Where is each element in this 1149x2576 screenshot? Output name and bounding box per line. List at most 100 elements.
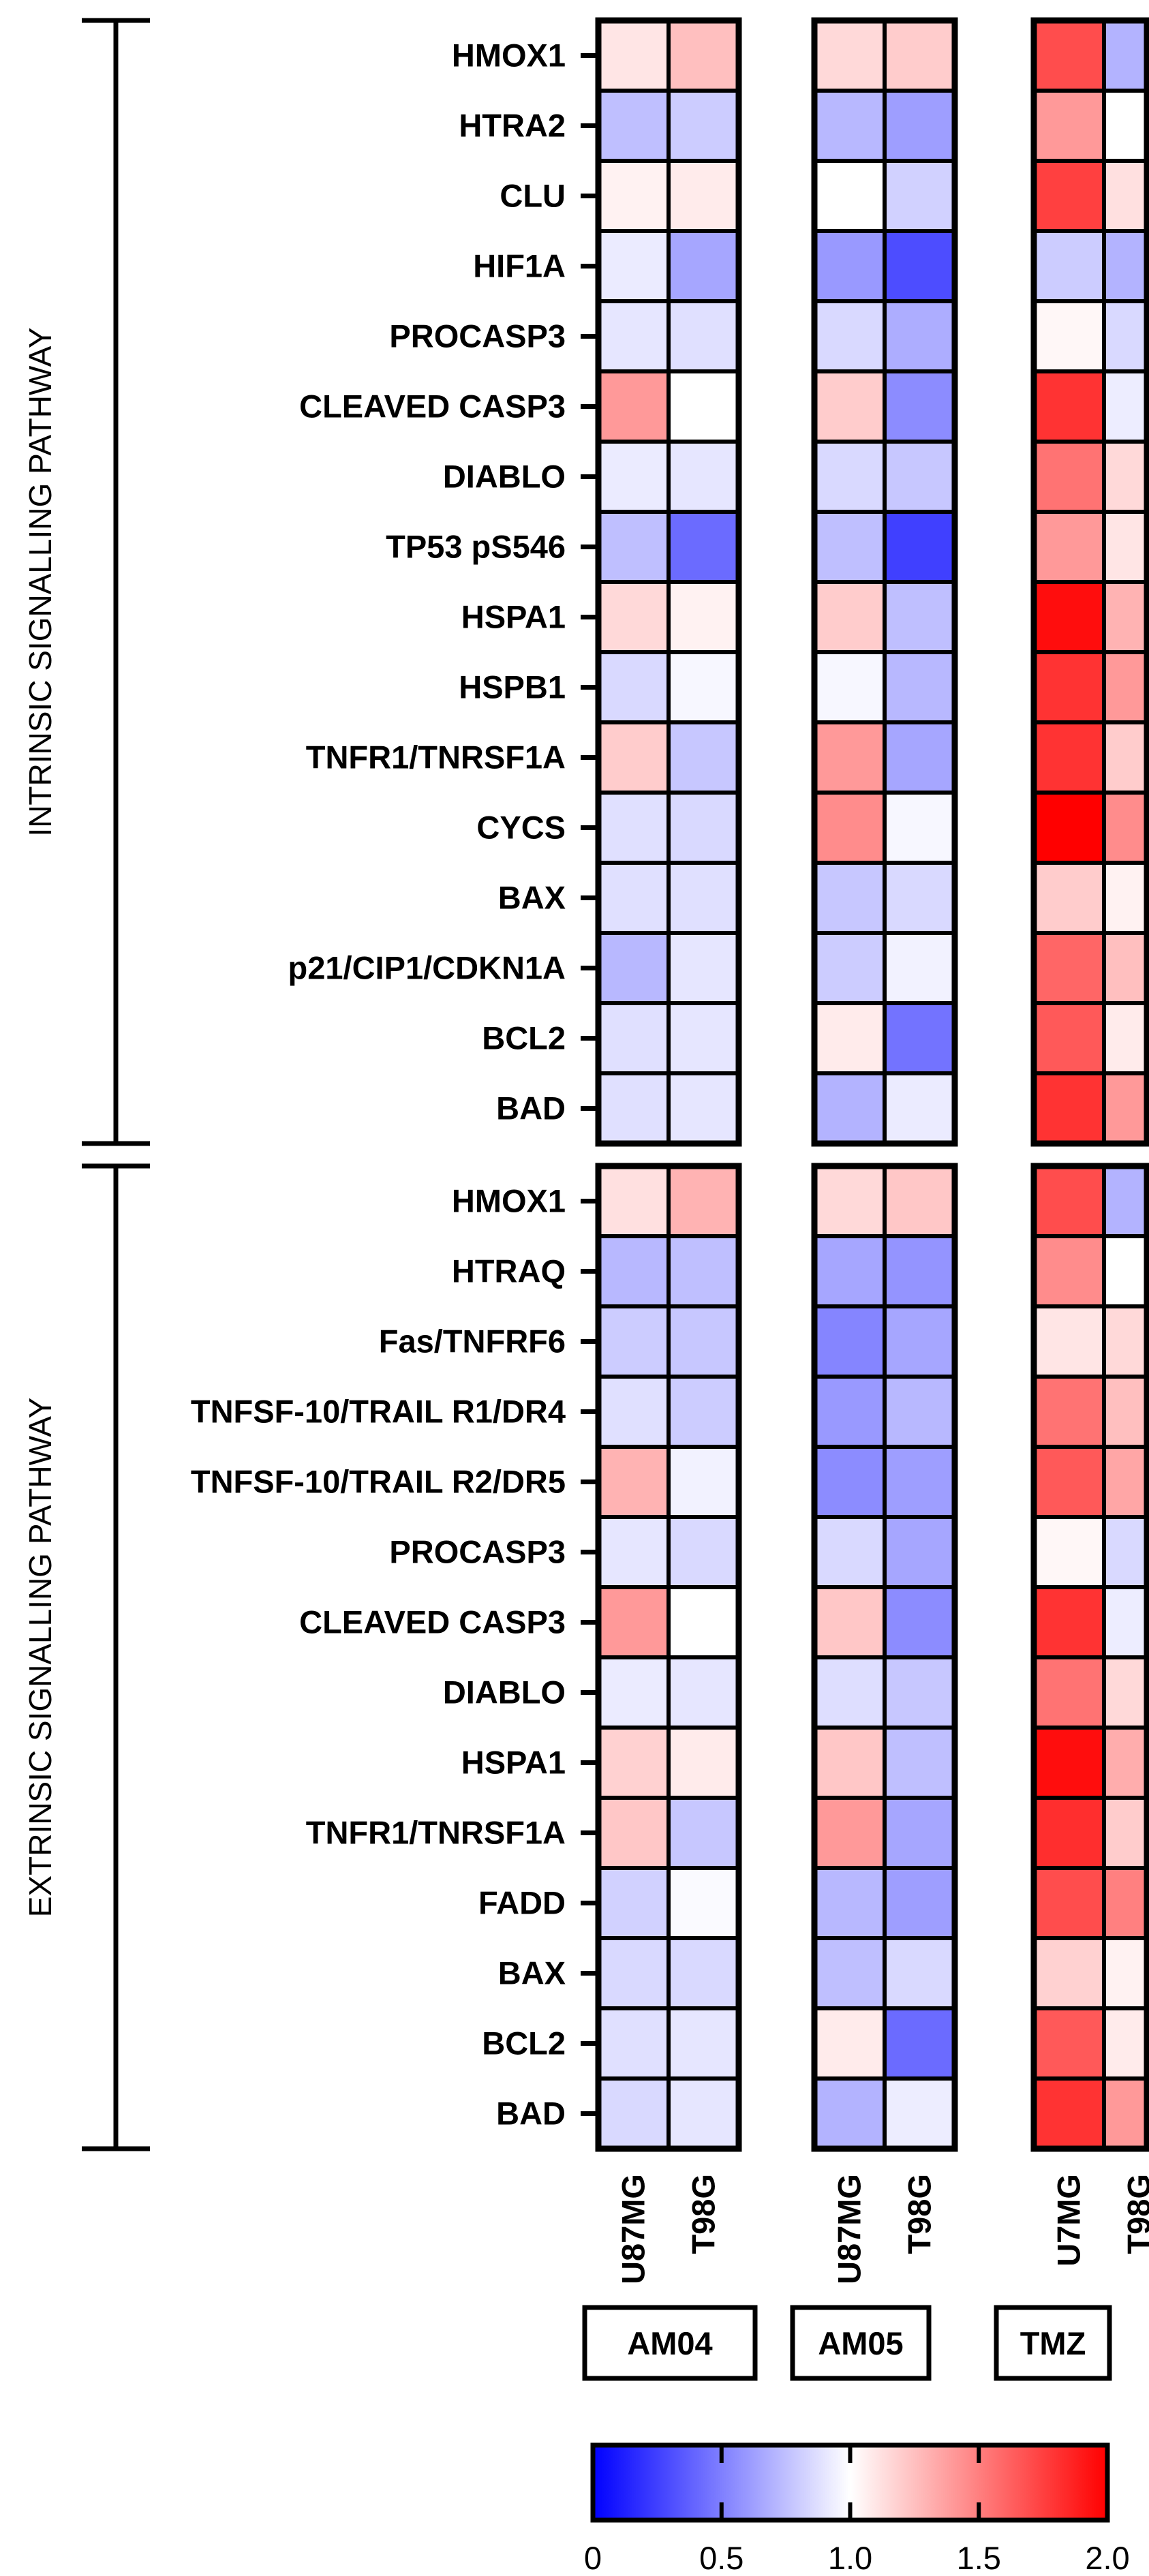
heatmap-cell (883, 18, 957, 93)
heatmap-cell (667, 931, 741, 1005)
heatmap-cell (667, 720, 741, 795)
heatmap-cell (1032, 1234, 1106, 1308)
heatmap-cell (1102, 2076, 1149, 2151)
column-label: U7MG (1051, 2174, 1087, 2267)
heatmap-cell (812, 1726, 887, 1800)
group-frame (811, 17, 958, 1147)
heatmap-cell (596, 791, 671, 865)
group-frame (1030, 1163, 1149, 2152)
heatmap-cell (596, 861, 671, 935)
heatmap-cell (1032, 580, 1106, 654)
heatmap-cell (1102, 1726, 1149, 1800)
heatmap-cell (667, 1304, 741, 1379)
heatmap-cell (812, 1796, 887, 1870)
heatmap-cell (1032, 1304, 1106, 1379)
heatmap-cell (883, 1726, 957, 1800)
heatmap-cell (1102, 369, 1149, 444)
heatmap-cell (1102, 1164, 1149, 1238)
heatmap-cell (883, 440, 957, 514)
row-label: TNFSF-10/TRAIL R1/DR4 (191, 1394, 566, 1430)
heatmap-cell (1102, 18, 1149, 93)
heatmap-cell (667, 580, 741, 654)
heatmap-cell (812, 1071, 887, 1146)
row-label: BAD (496, 1090, 566, 1126)
heatmap-cell (812, 89, 887, 163)
heatmap-cell (883, 861, 957, 935)
heatmap-cell (883, 720, 957, 795)
row-label: CLEAVED CASP3 (299, 388, 566, 425)
heatmap-cell (1032, 1726, 1106, 1800)
heatmap-cell (812, 1515, 887, 1589)
heatmap-cell (1102, 1001, 1149, 1075)
group-label-box (582, 2305, 758, 2381)
scale-tick-label: 1.0 (828, 2540, 872, 2576)
heatmap-cell (1032, 2076, 1106, 2151)
heatmap-cell (1032, 159, 1106, 233)
heatmap-cell (1032, 1071, 1106, 1146)
heatmap-cell (1032, 1164, 1106, 1238)
column-label: U87MG (615, 2174, 652, 2284)
group-label: TMZ (1020, 2325, 1086, 2361)
heatmap-cell (667, 1515, 741, 1589)
group-frame (595, 17, 742, 1147)
row-label: BCL2 (482, 2025, 566, 2061)
heatmap-cell (812, 861, 887, 935)
heatmap-cell (812, 299, 887, 373)
heatmap-cell (596, 1164, 671, 1238)
heatmap-cell (1102, 1234, 1149, 1308)
heatmap-cell (883, 89, 957, 163)
heatmap-cell (1032, 299, 1106, 373)
heatmap-cell (596, 89, 671, 163)
heatmap-cell (667, 1071, 741, 1146)
heatmap-cell (812, 510, 887, 584)
row-label: DIABLO (443, 459, 566, 495)
row-label: CLEAVED CASP3 (299, 1604, 566, 1640)
heatmap-cell (883, 159, 957, 233)
heatmap-cell (1102, 720, 1149, 795)
heatmap-cell (596, 650, 671, 724)
row-label: BAX (498, 880, 566, 916)
heatmap-cell (812, 1585, 887, 1659)
heatmap-cell (883, 1375, 957, 1449)
row-label: HIF1A (473, 248, 566, 284)
row-label: HSPB1 (459, 669, 566, 705)
heatmap-cell (812, 1304, 887, 1379)
group-label: AM05 (818, 2325, 903, 2361)
heatmap-cell (667, 18, 741, 93)
heatmap-cell (667, 510, 741, 584)
heatmap-cell (667, 1001, 741, 1075)
heatmap-cell (812, 2006, 887, 2081)
heatmap-cell (1032, 1585, 1106, 1659)
heatmap-cell (883, 1445, 957, 1519)
heatmap-cell (596, 1515, 671, 1589)
heatmap-cell (1102, 1655, 1149, 1730)
heatmap-cell (596, 931, 671, 1005)
heatmap-cell (596, 1071, 671, 1146)
row-label: TNFR1/TNRSF1A (306, 1815, 566, 1851)
heatmap-cell (1102, 1445, 1149, 1519)
heatmap-cell (596, 229, 671, 303)
row-label: PROCASP3 (389, 318, 566, 354)
heatmap-cell (596, 720, 671, 795)
heatmap-cell (667, 1866, 741, 1940)
heatmap-cell (812, 791, 887, 865)
heatmap-cell (667, 1936, 741, 2010)
row-label: HTRAQ (452, 1253, 566, 1289)
heatmap-cell (883, 650, 957, 724)
row-label: HSPA1 (461, 599, 566, 635)
heatmap-cell (1102, 89, 1149, 163)
heatmap-cell (883, 580, 957, 654)
heatmap-cell (667, 229, 741, 303)
heatmap-cell (596, 2006, 671, 2081)
heatmap-cell (883, 1585, 957, 1659)
column-labels: U87MG T98G U87MG T98G U7MG T98G (615, 2174, 1149, 2284)
row-label: Fas/TNFRF6 (379, 1323, 566, 1360)
heatmap-cell (1102, 650, 1149, 724)
heatmap-cell (667, 1585, 741, 1659)
heatmap-cell (596, 440, 671, 514)
heatmap-cell (667, 299, 741, 373)
heatmap-cell (812, 1936, 887, 2010)
heatmap-cell (596, 2076, 671, 2151)
heatmap-cell (1032, 861, 1106, 935)
color-scale-bar: 0 0.5 1.0 1.5 2.0 (584, 2442, 1130, 2576)
